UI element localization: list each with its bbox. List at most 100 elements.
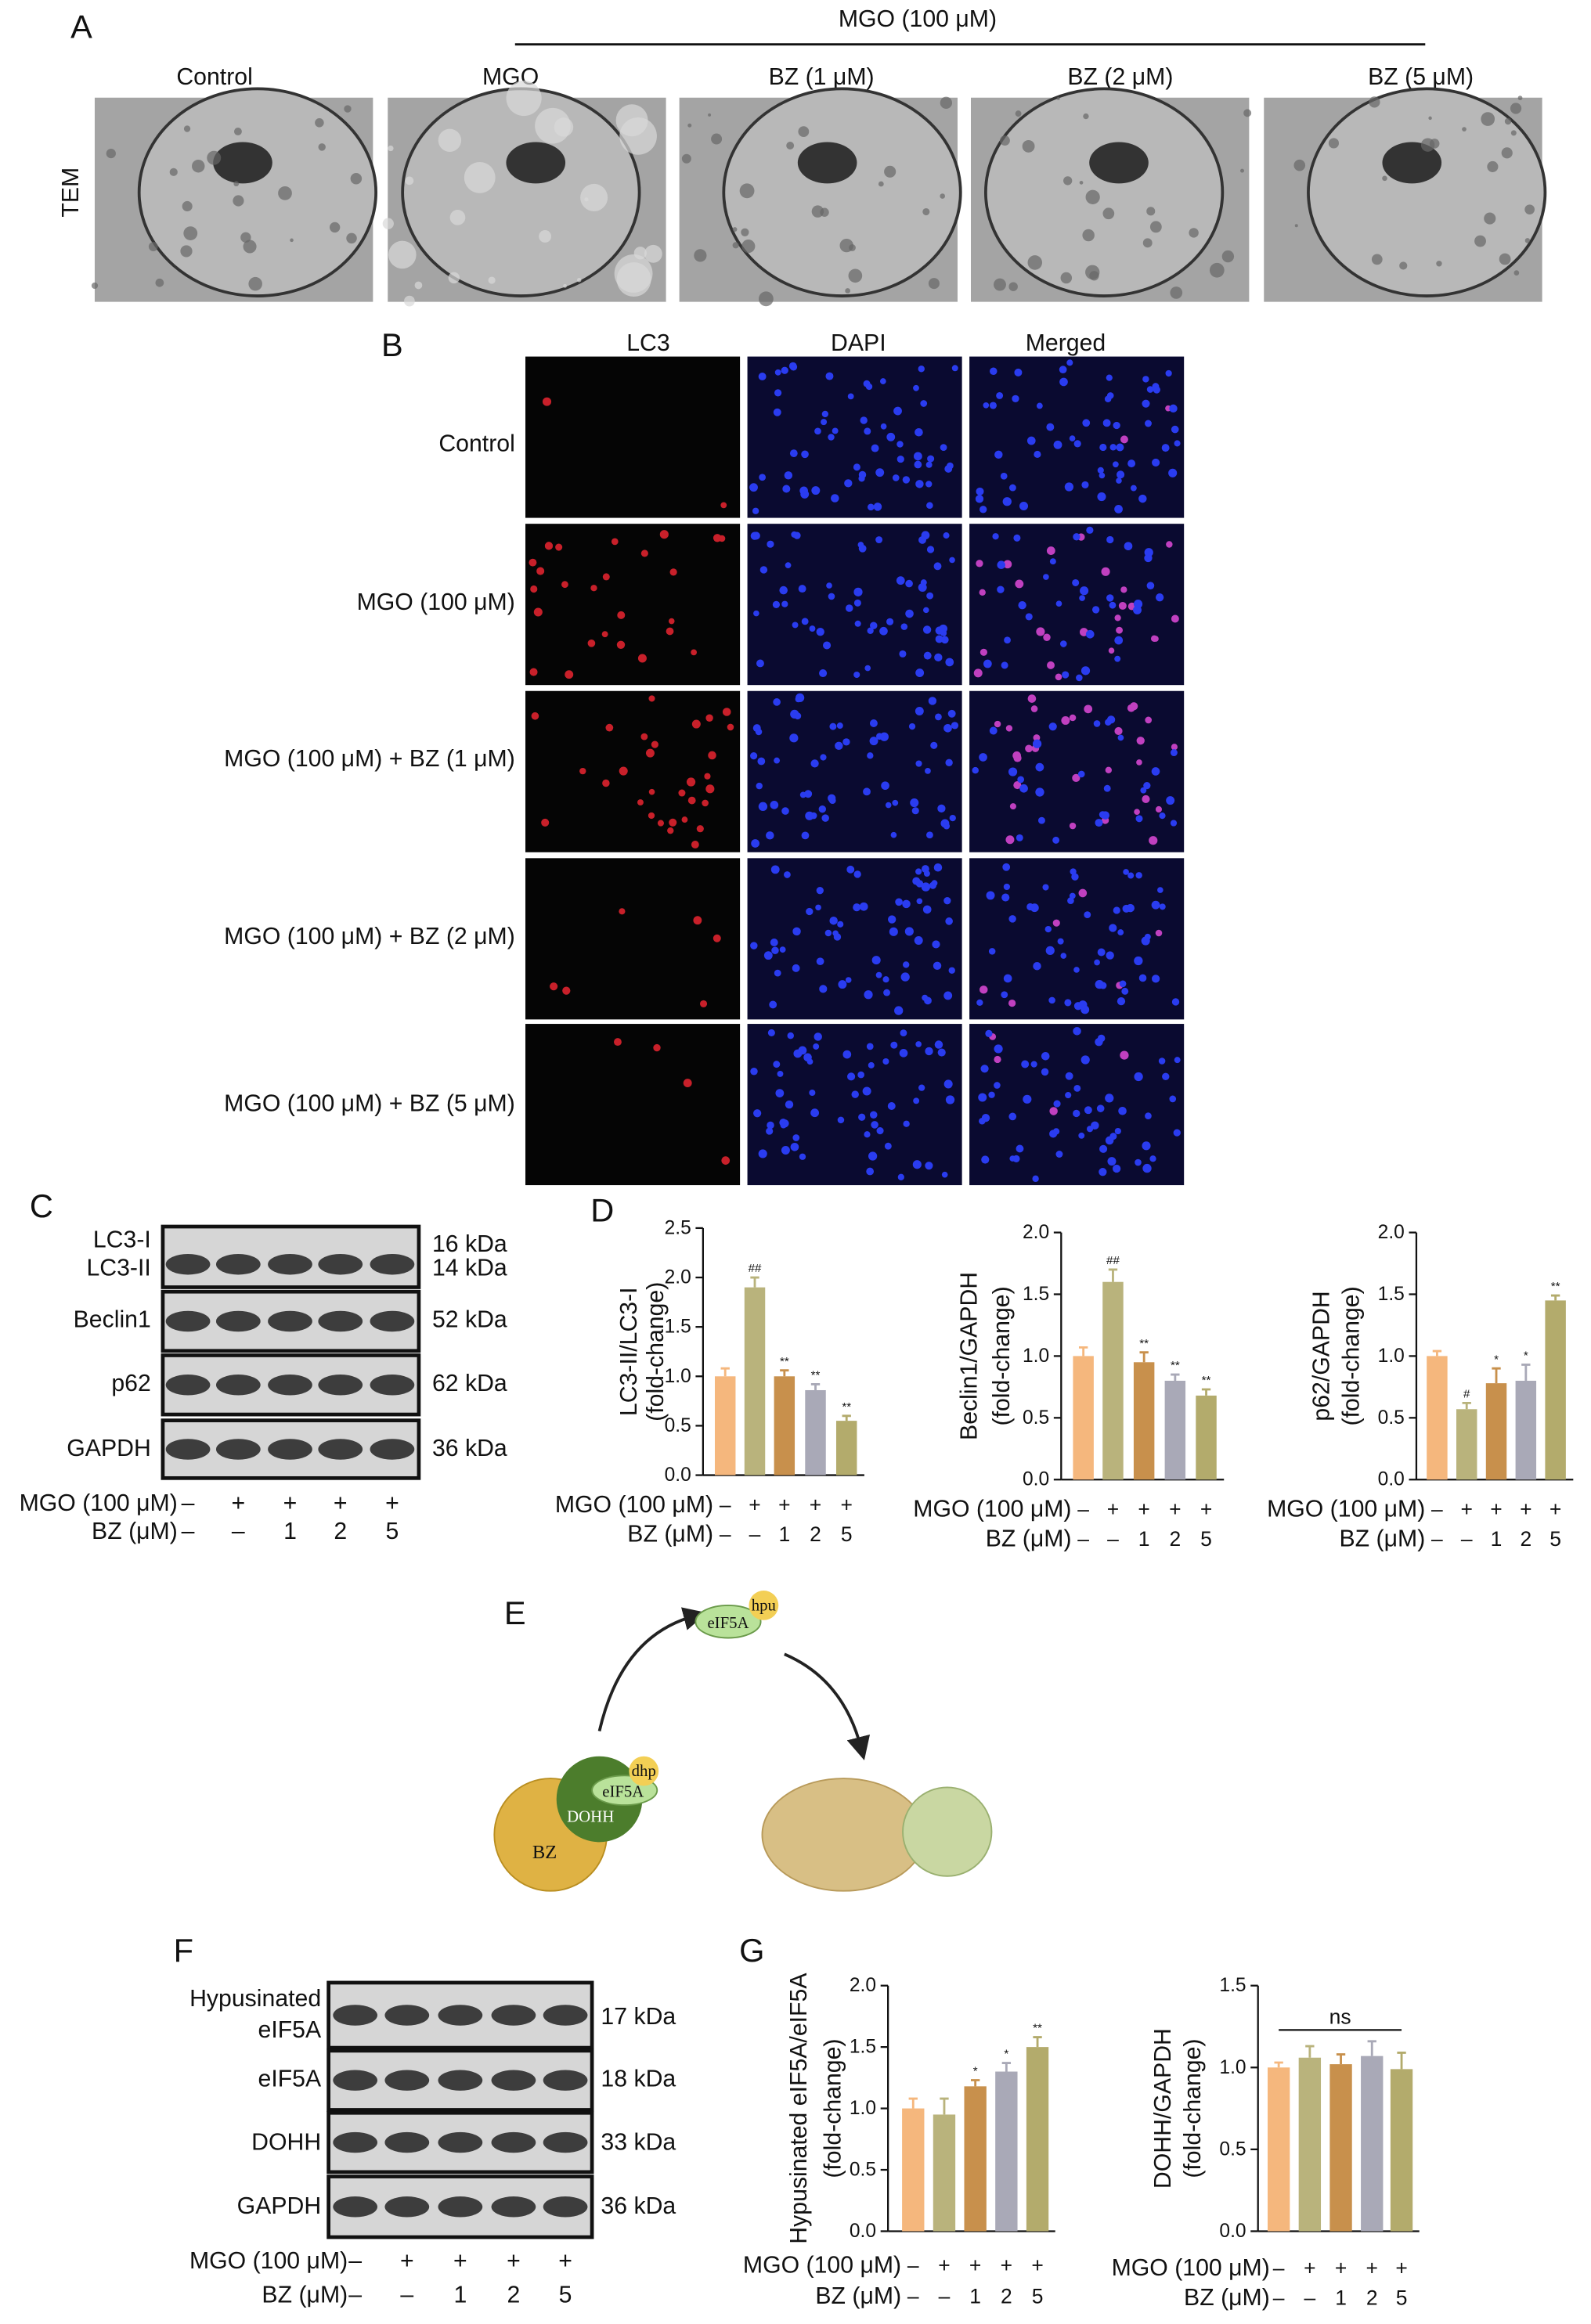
condition-value: + [1550,1497,1561,1521]
condition-value: + [1138,1497,1149,1521]
cell-dot [943,897,951,905]
y-tick-label: 2.0 [1378,1222,1405,1243]
condition-value: + [810,1493,821,1516]
organelle [233,181,240,187]
organelle [182,200,193,211]
condition-label: BZ (μM) [92,1519,178,1544]
cell-dot [1106,594,1114,602]
bar [1361,2056,1384,2232]
cell-dot [766,831,774,840]
organelle [758,291,774,307]
error-bar [1305,2045,1315,2058]
condition-value: 2 [810,1522,821,1546]
cell-dot [972,766,979,774]
error-bar [1521,1364,1531,1381]
y-tick-label: 0.0 [1219,2221,1246,2242]
size-label: 36 kDa [601,2193,676,2219]
blot-band [215,1310,261,1332]
condition-label: MGO (100 μM) [913,1497,1071,1522]
cell-dot [821,410,829,418]
cell-dot [832,427,839,434]
y-tick-label: 0.0 [850,2221,876,2242]
cell-dot [1140,787,1147,794]
blot-band [268,1439,312,1460]
cell-dot [1086,526,1094,534]
cell-dot [867,503,875,511]
condition-label: MGO (100 μM) [189,2248,348,2274]
cell-dot [1046,546,1055,555]
condition-value: 2 [334,1519,347,1544]
cell-dot [1073,533,1081,541]
cell-dot [1004,636,1011,644]
cell-dot [918,535,926,544]
cell-dot [1114,505,1123,513]
nucleolus [1382,142,1442,184]
cell-dot [805,811,814,820]
cell-dot [793,531,801,539]
organelle [741,240,756,254]
cell-dot [1073,1084,1081,1092]
cell-dot [939,624,948,633]
organelle [350,173,363,185]
cell-dot [1170,749,1178,757]
significance: * [1524,1349,1528,1363]
cell-dot [1157,887,1163,893]
condition-value: 2 [1169,1527,1181,1551]
cell-dot [1155,929,1163,937]
blot-band [384,2070,430,2091]
condition-value: + [969,2254,981,2277]
organelle [1022,139,1035,153]
cell-dot [1171,998,1180,1006]
cell-dot [813,1043,820,1050]
node-label: hpu [752,1596,777,1614]
bar [1485,1383,1507,1480]
condition-value: – [1431,1527,1443,1551]
error-bar [908,2097,918,2109]
organelle [1504,117,1512,125]
nucleolus [213,142,272,184]
bar [1196,1395,1217,1480]
cell-dot [1138,974,1147,982]
blot-band [333,2196,378,2218]
significance: * [1494,1353,1499,1366]
cell-dot [819,668,828,678]
cell-dot [996,391,1004,399]
organelle [180,245,193,258]
cell-dot [926,546,935,553]
organelle [1481,112,1495,126]
condition-label: MGO (100 μM) [20,1490,178,1516]
cell-dot [1130,485,1137,492]
organelle [539,230,552,243]
cell-dot [1026,436,1036,445]
organelle [233,127,242,135]
cell-dot [926,502,933,510]
cell-dot [1134,956,1143,966]
cell-dot [833,933,842,941]
cell-dot [750,1067,758,1076]
blot-band [268,1375,312,1396]
cell-dot [1091,606,1100,614]
cell-dot [842,1050,852,1059]
cell-dot [614,1038,622,1047]
cell-dot [1135,872,1142,879]
cell-dot [933,562,942,571]
cell-dot [788,362,797,370]
organelle [1484,212,1496,225]
cell-dot [925,1047,933,1056]
organelle [488,276,496,284]
cell-dot [1059,640,1067,647]
cell-dot [858,1113,866,1121]
cell-dot [1120,1050,1129,1060]
cell-dot [914,460,922,469]
cell-dot [997,586,1005,593]
cell-dot [816,957,824,966]
organelle [1524,204,1535,215]
blot-band [165,1310,211,1332]
cell-dot [1084,704,1093,714]
cell-dot [933,961,942,971]
error-bar [1274,2061,1283,2068]
error-bar [1492,1367,1501,1384]
organelle [1499,253,1511,265]
cell-dot [890,1041,898,1049]
organelle [1524,238,1531,243]
